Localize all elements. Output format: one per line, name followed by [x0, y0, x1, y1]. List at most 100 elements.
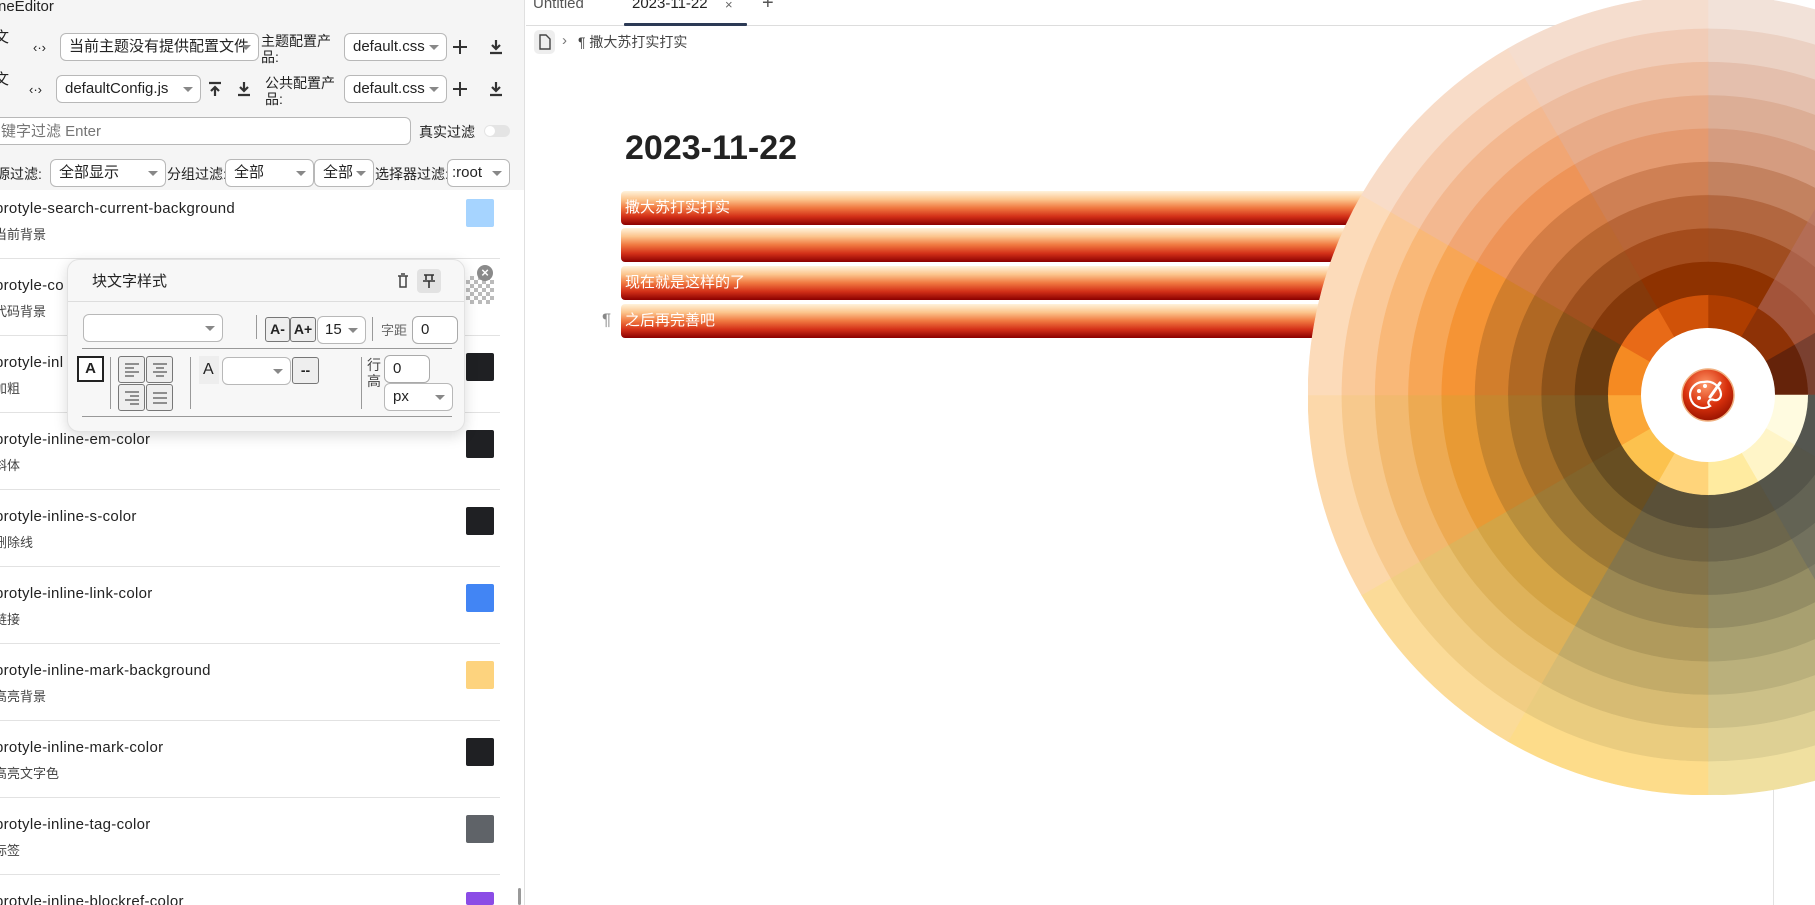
align-center-button[interactable]	[146, 356, 173, 383]
line-height-label: 行高	[367, 357, 381, 389]
color-swatch[interactable]	[466, 661, 494, 689]
download-icon[interactable]	[235, 80, 253, 98]
align-center-icon	[152, 363, 167, 377]
font-size-select[interactable]: 15	[317, 316, 366, 344]
paragraph-block[interactable]: 之后再完善吧	[621, 304, 1381, 338]
color-wheel-picker[interactable]	[1308, 0, 1815, 795]
color-swatch[interactable]	[466, 199, 494, 227]
scrollbar-thumb[interactable]	[518, 888, 521, 905]
group-filter-value: 全部	[234, 164, 265, 181]
code-icon[interactable]: ‹·›	[33, 40, 46, 55]
color-wheel-cell[interactable]	[1807, 495, 1815, 597]
theme-config-select[interactable]: 当前主题没有提供配置文件	[60, 33, 259, 61]
variable-item[interactable]: protyle-inline-s-color 删除线	[0, 490, 500, 567]
align-right-icon	[124, 391, 139, 405]
variable-name: protyle-inline-tag-color	[0, 816, 151, 833]
breadcrumb-item[interactable]: ¶ 撒大苏打实打实	[578, 34, 688, 50]
tab-close-button[interactable]: ×	[725, 0, 733, 12]
color-swatch[interactable]	[466, 892, 494, 905]
text-color-button[interactable]: A	[77, 356, 104, 382]
paragraph-block[interactable]	[621, 228, 1381, 262]
download-icon[interactable]	[487, 38, 505, 56]
document-title[interactable]: 2023-11-22	[625, 129, 798, 167]
upload-icon[interactable]	[206, 80, 224, 98]
variable-name: protyle-co	[0, 277, 64, 294]
color-swatch[interactable]	[466, 430, 494, 458]
theme-product-select[interactable]: default.css	[344, 33, 447, 61]
code-icon[interactable]: ‹·›	[29, 82, 42, 97]
group-filter-select[interactable]: 全部	[225, 159, 314, 187]
public-config-select[interactable]: defaultConfig.js	[56, 75, 201, 103]
separator	[361, 357, 362, 409]
palette-icon[interactable]	[1681, 368, 1735, 422]
variable-item[interactable]: protyle-inline-mark-background 高亮背景	[0, 644, 500, 721]
close-icon[interactable]: ×	[477, 265, 493, 281]
variable-description: 标签	[0, 843, 21, 858]
source-filter-select[interactable]: 全部显示	[50, 159, 166, 187]
color-reset-button[interactable]: --	[292, 357, 319, 384]
color-select[interactable]	[222, 357, 291, 385]
pin-button[interactable]	[417, 269, 441, 293]
variable-item[interactable]: protyle-inline-blockref-color	[0, 875, 500, 905]
unit-select[interactable]: px	[384, 383, 453, 411]
doc-icon-button[interactable]	[534, 30, 555, 54]
paragraph-block[interactable]: 现在就是这样的了	[621, 266, 1381, 300]
align-left-icon	[124, 363, 139, 377]
keyword-filter-input[interactable]	[0, 117, 411, 145]
font-family-select[interactable]	[83, 314, 223, 342]
color-wheel-cell[interactable]	[1707, 0, 1815, 77]
trash-icon[interactable]	[395, 273, 411, 289]
editor: Untitled 2023-11-22 × + › ¶ 撒大苏打实打实 2023…	[526, 0, 1815, 905]
variable-item[interactable]: protyle-inline-em-color 斜体	[0, 413, 500, 490]
separator	[372, 317, 373, 341]
align-right-button[interactable]	[118, 384, 145, 411]
variable-list: protyle-search-current-background当前背景 pro…	[0, 182, 524, 905]
letter-spacing-input[interactable]: 0	[412, 316, 458, 344]
variable-item[interactable]: protyle-inline-mark-color 高亮文字色	[0, 721, 500, 798]
color-swatch[interactable]	[466, 815, 494, 843]
line-height-input[interactable]: 0	[384, 355, 430, 383]
color-swatch[interactable]	[466, 738, 494, 766]
align-justify-button[interactable]	[146, 384, 173, 411]
color-wheel-cell[interactable]	[1507, 0, 1709, 78]
new-tab-button[interactable]: +	[762, 0, 774, 14]
decrease-font-button[interactable]: A-	[265, 317, 290, 342]
variable-description: 高亮背景	[0, 689, 47, 704]
breadcrumb-separator: ›	[562, 32, 567, 49]
plus-icon[interactable]	[451, 80, 469, 98]
selector-filter-label: 选择器过滤:	[375, 166, 449, 182]
color-wheel-cell[interactable]	[1807, 193, 1815, 295]
variable-description: 高亮文字色	[0, 766, 60, 781]
tab-untitled[interactable]: Untitled	[533, 0, 584, 12]
separator	[110, 357, 111, 409]
color-swatch[interactable]	[466, 276, 494, 304]
variable-description: 代码背景	[0, 304, 47, 319]
paragraph-marker[interactable]: ¶	[602, 310, 612, 329]
color-wheel-cell[interactable]	[1308, 394, 1391, 596]
group-filter-select-2[interactable]: 全部	[314, 159, 374, 187]
color-swatch[interactable]	[466, 584, 494, 612]
download-icon[interactable]	[487, 80, 505, 98]
variable-item[interactable]: protyle-search-current-background 当前背景	[0, 182, 500, 259]
public-product-select[interactable]: default.css	[344, 75, 447, 103]
theme-product-value: default.css	[353, 38, 425, 55]
color-swatch[interactable]	[466, 507, 494, 535]
color-wheel-cell[interactable]	[1794, 328, 1815, 396]
real-filter-toggle[interactable]	[484, 125, 510, 137]
color-swatch[interactable]	[466, 353, 494, 381]
variable-item[interactable]: protyle-inline-link-color 链接	[0, 567, 500, 644]
variable-name: protyle-inline-mark-background	[0, 662, 211, 679]
tab-2023-11-22[interactable]: 2023-11-22	[632, 0, 708, 12]
color-wheel-cell[interactable]	[1794, 394, 1815, 462]
variable-item[interactable]: protyle-inline-tag-color 标签	[0, 798, 500, 875]
plus-icon[interactable]	[451, 38, 469, 56]
paragraph-block[interactable]: 撒大苏打实打实	[621, 191, 1381, 225]
row-prefix: 文	[0, 72, 9, 88]
color-wheel-cell[interactable]	[1707, 713, 1815, 795]
align-left-button[interactable]	[118, 356, 145, 383]
theme-config-value: 当前主题没有提供配置文件	[69, 38, 250, 55]
increase-font-button[interactable]: A+	[290, 317, 316, 342]
pin-icon	[423, 274, 435, 288]
color-wheel-cell[interactable]	[1791, 221, 1815, 312]
selector-filter-select[interactable]: :root	[447, 159, 510, 187]
